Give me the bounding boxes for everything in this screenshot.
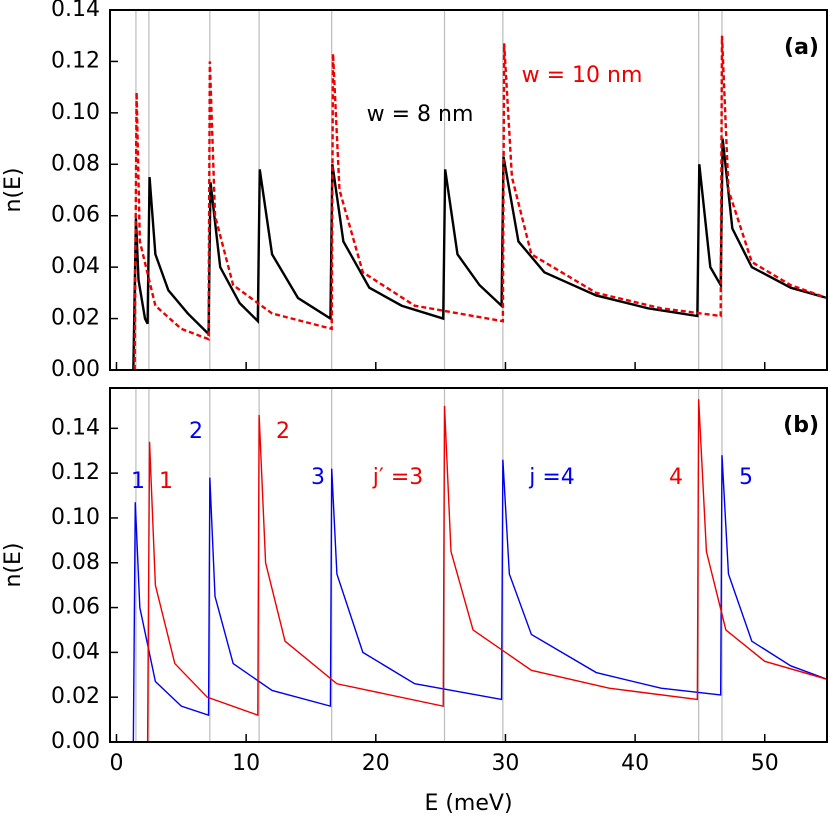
y-axis-label: n(E): [1, 167, 26, 212]
x-tick-label: 40: [621, 751, 649, 776]
annotation: 4: [669, 465, 683, 490]
series-label: w = 10 nm: [522, 63, 643, 88]
annotation: 1: [131, 469, 145, 494]
y-axis-label: n(E): [1, 542, 26, 587]
y-tick-label: 0.00: [51, 357, 100, 382]
series-label: w = 8 nm: [367, 102, 474, 127]
x-tick-label: 10: [232, 751, 260, 776]
y-tick-label: 0.14: [51, 415, 100, 440]
annotation: 5: [739, 465, 753, 490]
y-tick-label: 0.06: [51, 203, 100, 228]
series-line: [132, 138, 827, 370]
x-axis-label: E (meV): [424, 791, 512, 816]
annotation: 2: [189, 419, 203, 444]
x-tick-label: 50: [751, 751, 779, 776]
y-tick-label: 0.14: [51, 0, 100, 22]
y-tick-label: 0.04: [51, 639, 100, 664]
y-tick-label: 0.08: [51, 151, 100, 176]
series-line: [146, 399, 827, 742]
annotation: 2: [276, 419, 290, 444]
plot-frame: [109, 387, 828, 743]
x-tick-label: 20: [362, 751, 390, 776]
x-tick-label: 30: [491, 751, 519, 776]
y-tick-label: 0.02: [51, 684, 100, 709]
series-line: [132, 455, 827, 742]
plot-frame: [109, 9, 828, 371]
y-tick-label: 0.10: [51, 505, 100, 530]
x-tick-label: 0: [109, 751, 123, 776]
annotation: j =4: [528, 465, 575, 490]
y-tick-label: 0.12: [51, 48, 100, 73]
y-tick-label: 0.08: [51, 550, 100, 575]
series-line: [133, 35, 827, 370]
annotation: 1: [159, 469, 173, 494]
y-tick-label: 0.04: [51, 254, 100, 279]
y-tick-label: 0.12: [51, 460, 100, 485]
annotation: j′ =3: [372, 465, 424, 490]
panel-label: (b): [783, 413, 819, 438]
annotation: 3: [311, 465, 325, 490]
y-tick-label: 0.02: [51, 306, 100, 331]
panel-label: (a): [784, 35, 819, 60]
y-tick-label: 0.06: [51, 595, 100, 620]
y-tick-label: 0.10: [51, 100, 100, 125]
y-tick-label: 0.00: [51, 729, 100, 754]
